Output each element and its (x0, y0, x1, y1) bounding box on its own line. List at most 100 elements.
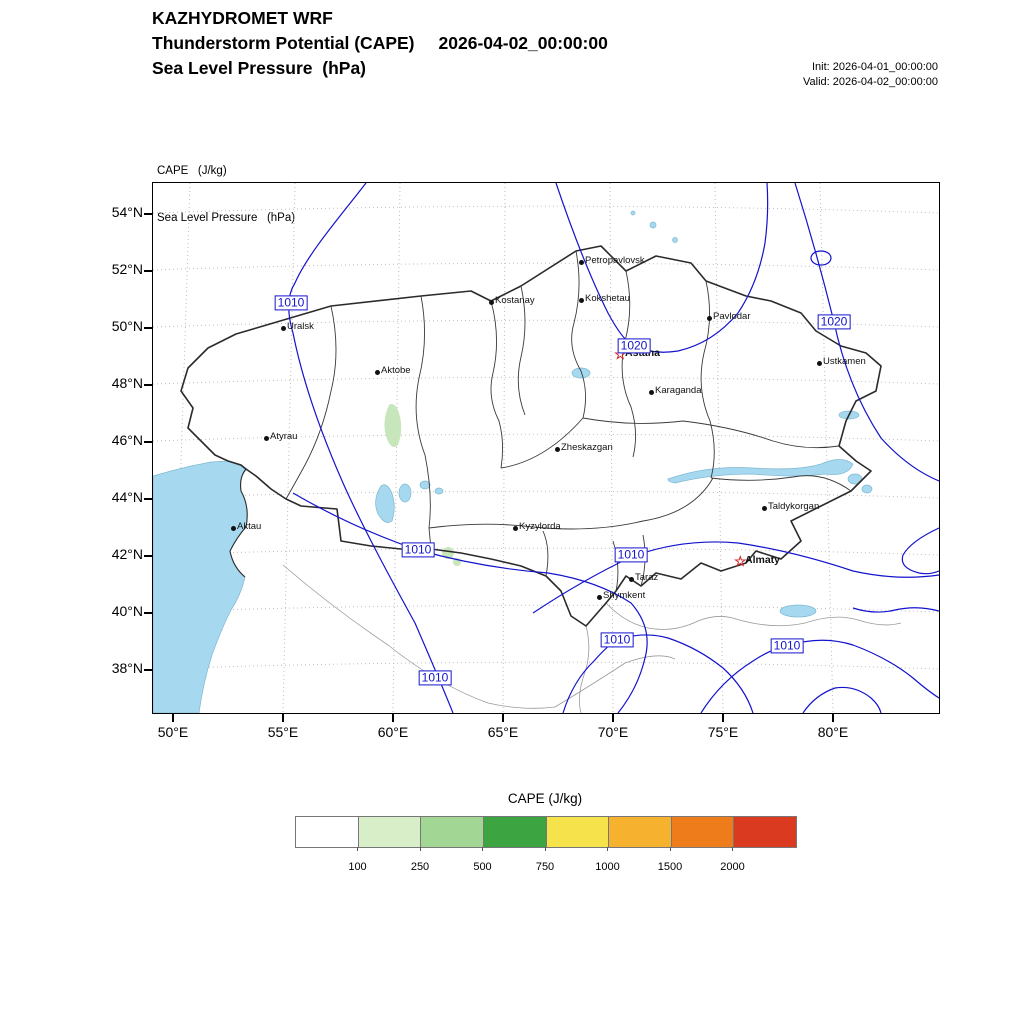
lon-tick-mark (832, 713, 834, 722)
lat-tick-label: 48°N (111, 375, 143, 391)
lat-tick-label: 38°N (111, 660, 143, 676)
city-label: Karaganda (655, 385, 702, 396)
city-label: Ustkamen (823, 356, 866, 367)
city-label: Atyrau (270, 431, 298, 442)
lon-tick-label: 60°E (377, 724, 409, 740)
city-dot-marker (231, 526, 236, 531)
init-valid-block: Init: 2026-04-01_00:00:00 Valid: 2026-04… (803, 60, 938, 90)
legend-cape: CAPE (J/kg) (157, 165, 227, 178)
lon-tick-mark (612, 713, 614, 722)
aral-sea (375, 484, 395, 523)
pressure-contour-label: 1020 (617, 338, 651, 354)
valid-time: Valid: 2026-04-02_00:00:00 (803, 75, 938, 88)
lat-tick-mark (144, 213, 153, 215)
colorbar-tick-label: 1500 (657, 861, 683, 873)
lon-tick-mark (722, 713, 724, 722)
city-label: Shymkent (603, 590, 646, 601)
city-label: Taraz (635, 572, 659, 583)
cape-patch (442, 547, 454, 559)
lat-tick-mark (144, 669, 153, 671)
lat-tick-mark (144, 612, 153, 614)
lat-tick-label: 54°N (111, 204, 143, 220)
subtitle-datetime: 2026-04-02_00:00:00 (438, 33, 608, 53)
lat-tick-mark (144, 270, 153, 272)
colorbar-segment (545, 817, 609, 847)
lon-tick-mark (502, 713, 504, 722)
colorbar-segment (608, 817, 671, 847)
lat-tick-label: 42°N (111, 546, 143, 562)
lon-tick-label: 55°E (267, 724, 299, 740)
city-dot-marker (513, 526, 518, 531)
figure-subtitle: Thunderstorm Potential (CAPE) 2026-04-02_… (152, 33, 608, 54)
lat-tick-mark (144, 384, 153, 386)
city-dot-marker (489, 300, 494, 305)
city-dot-marker (707, 316, 712, 321)
city-label: Kokshetau (585, 293, 630, 304)
colorbar-ticks: 100 250 500 750 1000 1500 2000 (295, 847, 795, 881)
colorbar-tick-label: 100 (348, 861, 367, 873)
city-dot-marker (264, 436, 269, 441)
colorbar-segment (420, 817, 483, 847)
lat-tick-mark (144, 441, 153, 443)
city-dot-marker (817, 361, 822, 366)
colorbar-segment (482, 817, 546, 847)
colorbar-tick-mark (419, 847, 421, 851)
colorbar-tick-mark (732, 847, 733, 851)
colorbar-tick-label: 750 (535, 861, 555, 873)
colorbar-segment (733, 817, 796, 847)
city-dot-marker (579, 298, 584, 303)
city-dot-marker (555, 447, 560, 452)
cape-shading (384, 404, 461, 566)
colorbar-title: CAPE (J/kg) (507, 791, 583, 806)
lon-tick-label: 65°E (487, 724, 519, 740)
lake-tengiz (571, 367, 591, 379)
init-time: Init: 2026-04-01_00:00:00 (812, 61, 938, 73)
city-label: Almaty (745, 554, 781, 566)
lon-tick-mark (172, 713, 174, 722)
lat-tick-mark (144, 555, 153, 557)
map-overlay: PetropavlovskKostanayKokshetauPavlodar☆A… (153, 183, 939, 713)
lat-tick-label: 46°N (111, 432, 143, 448)
city-dot-marker (597, 595, 602, 600)
city-dot-marker (762, 506, 767, 511)
colorbar (295, 816, 797, 848)
city-star-marker: ☆ (734, 553, 747, 569)
city-label: Taldykorgan (768, 501, 820, 512)
lat-tick-mark (144, 498, 153, 500)
pressure-contour-label: 1010 (600, 632, 634, 648)
lake-issykkul (779, 604, 817, 618)
small-lake (649, 221, 657, 229)
map-svg (153, 183, 939, 713)
city-label: Aktau (237, 521, 262, 532)
colorbar-segment (296, 817, 358, 847)
city-label: Zheskazgan (561, 442, 613, 453)
pressure-contour-label: 1010 (418, 670, 452, 686)
colorbar-tick-mark (607, 847, 608, 851)
lake-balkhash (667, 459, 854, 484)
lon-tick-label: 80°E (817, 724, 849, 740)
city-label: Petropavlovsk (585, 255, 645, 266)
legend-slp: Sea Level Pressure (hPa) (157, 211, 296, 224)
aral-sea-east (398, 483, 412, 503)
figure-title: KAZHYDROMET WRF (152, 8, 333, 28)
city-dot-marker (649, 390, 654, 395)
pressure-contour-label: 1020 (817, 314, 851, 330)
lat-tick-label: 52°N (111, 261, 143, 277)
colorbar-tick-mark (669, 847, 671, 851)
pressure-contours (288, 183, 939, 713)
lon-tick-label: 70°E (597, 724, 629, 740)
pressure-contour-label: 1010 (770, 638, 804, 654)
small-lake (434, 487, 444, 495)
subtitle-field: Thunderstorm Potential (CAPE) (152, 33, 415, 53)
city-label: Pavlodar (713, 311, 751, 322)
small-lake (419, 480, 431, 490)
city-label: Kyzylorda (519, 521, 561, 532)
map-variable-legend: CAPE (J/kg) Sea Level Pressure (hPa) (157, 133, 295, 257)
lake-sasykkol (861, 484, 873, 494)
colorbar-tick-label: 500 (473, 861, 492, 873)
colorbar-tick-mark (357, 847, 358, 851)
colorbar-tick-label: 250 (410, 861, 430, 873)
lat-tick-label: 44°N (111, 489, 143, 505)
water-bodies (153, 210, 873, 713)
region-borders (285, 250, 852, 592)
